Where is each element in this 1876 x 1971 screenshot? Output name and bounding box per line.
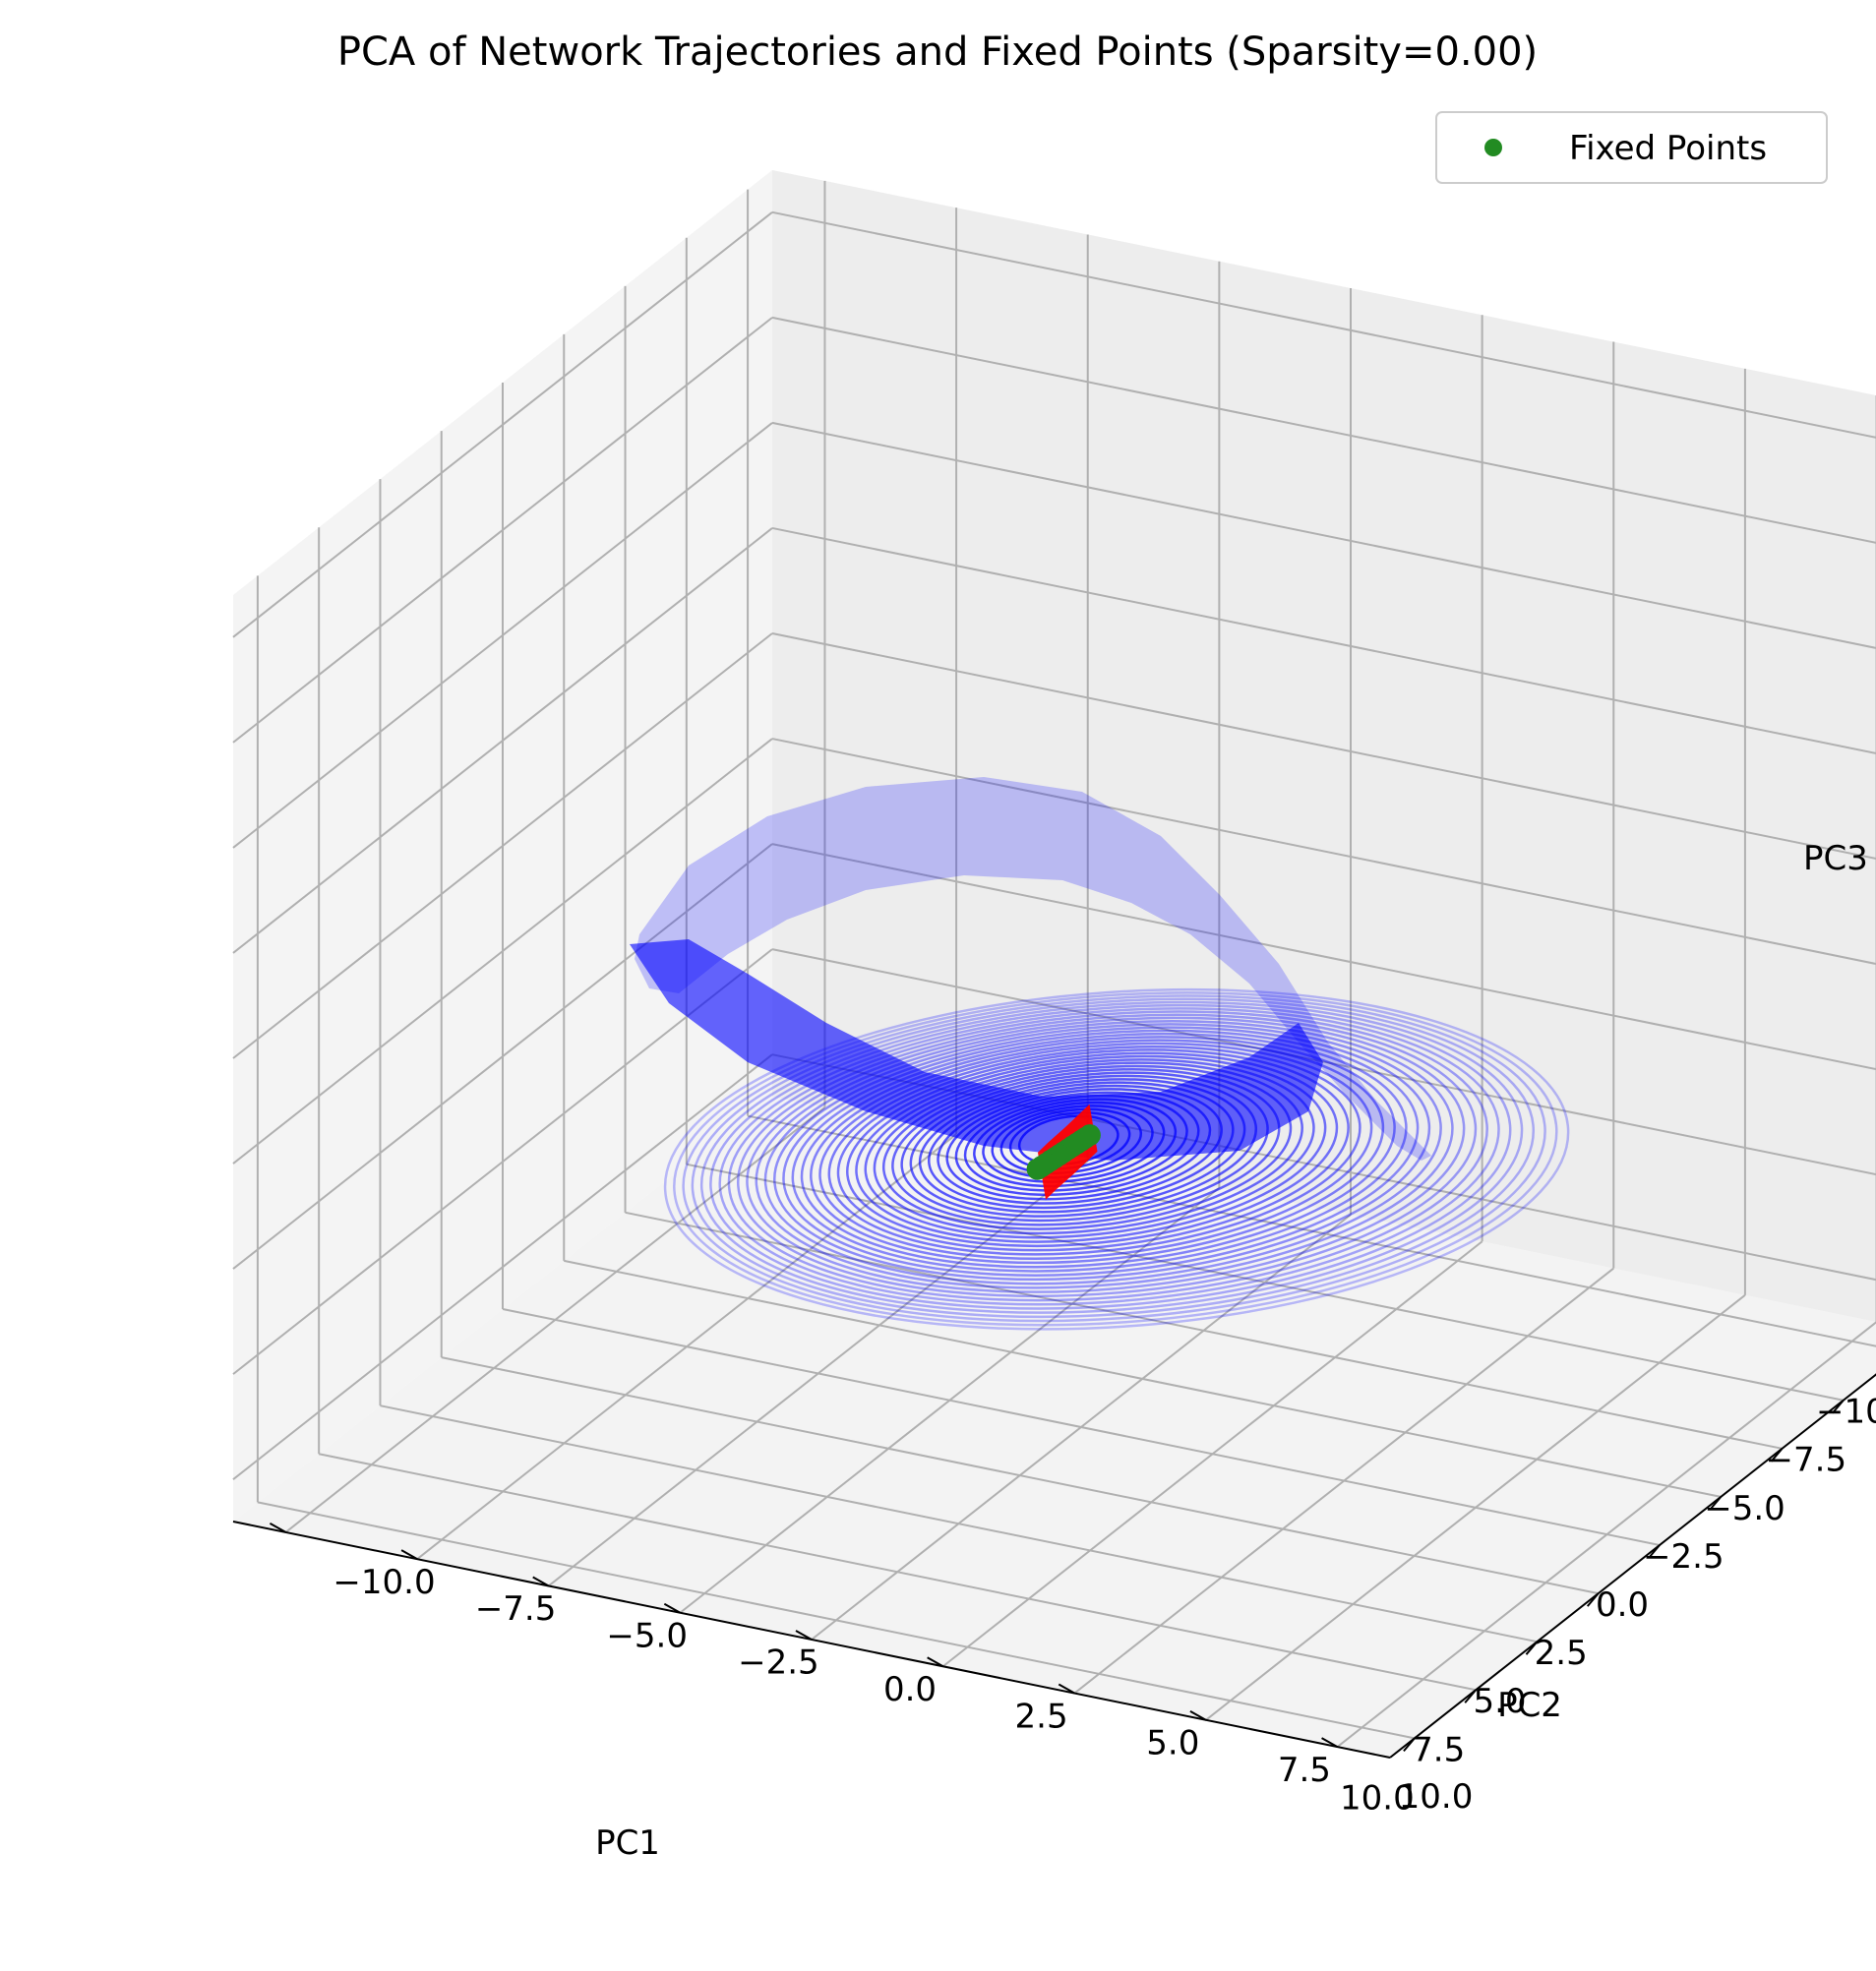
trajectory-loop: [791, 1032, 1408, 1273]
grid-floor-y-8: [1336, 1321, 1876, 1748]
trajectory-loop: [864, 1058, 1315, 1239]
x-tick: [1832, 1400, 1845, 1414]
y-tick: [269, 1523, 286, 1533]
x-tick-label: 2.5: [1535, 1634, 1588, 1673]
grid-floor-x-7: [318, 1453, 1477, 1692]
trajectory-loop: [755, 1019, 1454, 1289]
x-tick-label: 0.0: [1596, 1585, 1649, 1625]
trajectory-loop: [663, 987, 1570, 1331]
legend-label-fixed-points: Fixed Points: [1569, 129, 1767, 168]
trajectory-loop: [827, 1045, 1362, 1256]
y-tick-label: 7.5: [1278, 1751, 1331, 1790]
y-tick: [663, 1602, 681, 1614]
trajectory-loop: [763, 1023, 1442, 1285]
grid-wall2-z-6: [771, 421, 1876, 649]
x-axis-label: PC1: [595, 1823, 660, 1863]
trajectory-loop: [800, 1036, 1396, 1269]
trajectory-loop: [718, 1007, 1500, 1306]
fixed-point: [1026, 1158, 1049, 1180]
trajectory-loop: [736, 1013, 1478, 1298]
y-tick-label: −10.0: [333, 1563, 435, 1602]
x-tick-label: 7.5: [1412, 1730, 1465, 1769]
grid-wall2-z-7: [771, 316, 1876, 544]
y-tick: [400, 1549, 418, 1561]
legend-marker-fixed-points: [1484, 139, 1502, 156]
trajectory-loop: [699, 1000, 1524, 1314]
x-tick: [1525, 1641, 1539, 1655]
x-tick-label: 10.0: [1340, 1778, 1415, 1818]
trajectory-loop: [782, 1029, 1420, 1277]
x-tick-label: −5.0: [1704, 1489, 1785, 1528]
y-tick: [1058, 1683, 1075, 1695]
y-tick-label: −7.5: [475, 1589, 557, 1629]
axis-panes: [233, 170, 1876, 1758]
legend: Fixed Points: [1435, 111, 1828, 184]
grid-floor-x-8: [257, 1501, 1416, 1740]
grid-lines: [232, 180, 1876, 1748]
grid-wall1-z-7: [232, 317, 773, 744]
trajectory-loop: [746, 1016, 1466, 1293]
trajectory-loop: [855, 1054, 1327, 1243]
x-tick: [1709, 1496, 1723, 1511]
trajectory-sheet: [635, 777, 1431, 1161]
x-tick-label: −10.0: [1816, 1393, 1876, 1432]
y-tick: [927, 1656, 944, 1668]
y-tick-label: −2.5: [738, 1643, 819, 1683]
trajectory-loop: [673, 991, 1558, 1327]
legend-frame: [1435, 111, 1828, 184]
trajectory-loop: [709, 1003, 1512, 1310]
z-axis-label: PC3: [1803, 839, 1868, 878]
y-tick: [795, 1630, 813, 1641]
grid-wall2-z-4: [771, 632, 1876, 861]
grid-floor-x-5: [441, 1356, 1599, 1595]
trajectory-loop: [727, 1010, 1488, 1302]
trajectory-loop: [773, 1026, 1431, 1282]
y-tick-label: 2.5: [1015, 1697, 1068, 1736]
grid-floor-y-4: [811, 1214, 1352, 1641]
plot-area: [630, 777, 1570, 1331]
grid-floor-y-6: [1073, 1267, 1614, 1695]
chart-title: PCA of Network Trajectories and Fixed Po…: [337, 30, 1538, 75]
trajectory-loop: [836, 1048, 1350, 1252]
grid-floor-y-7: [1205, 1294, 1746, 1721]
y-tick-label: 5.0: [1146, 1724, 1199, 1763]
trajectory-loop: [691, 997, 1536, 1319]
x-tick: [1403, 1737, 1416, 1753]
y-axis-label: PC2: [1497, 1686, 1562, 1725]
trajectory-loop: [810, 1039, 1385, 1265]
trajectory-loop: [846, 1051, 1339, 1248]
trajectory-loop: [682, 994, 1546, 1323]
grid-wall2-z-8: [771, 210, 1876, 439]
grid-floor-y-5: [942, 1240, 1483, 1668]
y-tick-label: −5.0: [606, 1617, 688, 1656]
y-tick: [1189, 1709, 1207, 1721]
trajectory-loop: [818, 1042, 1373, 1260]
grid-wall2-z-5: [771, 526, 1876, 754]
x-tick-label: −7.5: [1766, 1441, 1847, 1480]
x-tick-label: −2.5: [1643, 1537, 1725, 1577]
x-tick: [1648, 1544, 1661, 1559]
grid-wall1-z-4: [232, 632, 773, 1059]
trajectory-loop: [881, 1064, 1293, 1230]
grid-floor-x-6: [380, 1404, 1538, 1643]
axis-ticks: −10.0−10.0−10.0−7.5−7.5−7.5−5.0−5.0−5.0−…: [269, 1393, 1876, 1818]
x-tick: [1586, 1592, 1600, 1607]
x-tick: [1464, 1689, 1477, 1703]
trajectory-lower-band: [630, 939, 1323, 1161]
y-tick: [532, 1576, 550, 1587]
grid-wall1-z-5: [232, 527, 773, 954]
y-tick-label: 0.0: [883, 1670, 937, 1709]
x-tick: [1770, 1448, 1784, 1463]
trajectory-loop: [873, 1061, 1303, 1235]
y-tick-label: 10.0: [1399, 1777, 1474, 1817]
x-tick-label: 5.0: [1473, 1682, 1526, 1721]
y-tick: [1321, 1737, 1339, 1748]
grid-wall1-z-8: [232, 211, 773, 638]
grid-wall1-z-6: [232, 422, 773, 849]
